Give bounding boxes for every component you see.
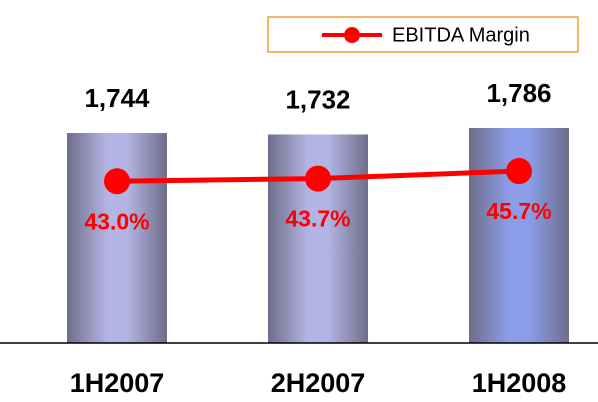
bar <box>67 133 167 343</box>
legend-marker <box>344 27 360 43</box>
bar-value-label: 1,786 <box>486 78 551 108</box>
line-marker <box>506 158 532 185</box>
x-tick-label: 1H2008 <box>472 368 567 398</box>
x-tick-label: 1H2007 <box>70 368 165 398</box>
bar-value-label: 1,744 <box>84 83 150 113</box>
legend-box <box>267 16 579 53</box>
line-value-label: 43.7% <box>285 206 350 232</box>
bar-value-label: 1,732 <box>285 84 350 114</box>
legend-label: EBITDA Margin <box>392 24 530 46</box>
line-value-label: 45.7% <box>486 198 551 224</box>
x-tick-label: 2H2007 <box>271 368 366 398</box>
line-marker <box>305 165 331 192</box>
line-value-label: 43.0% <box>84 208 149 234</box>
line-marker <box>104 168 130 195</box>
